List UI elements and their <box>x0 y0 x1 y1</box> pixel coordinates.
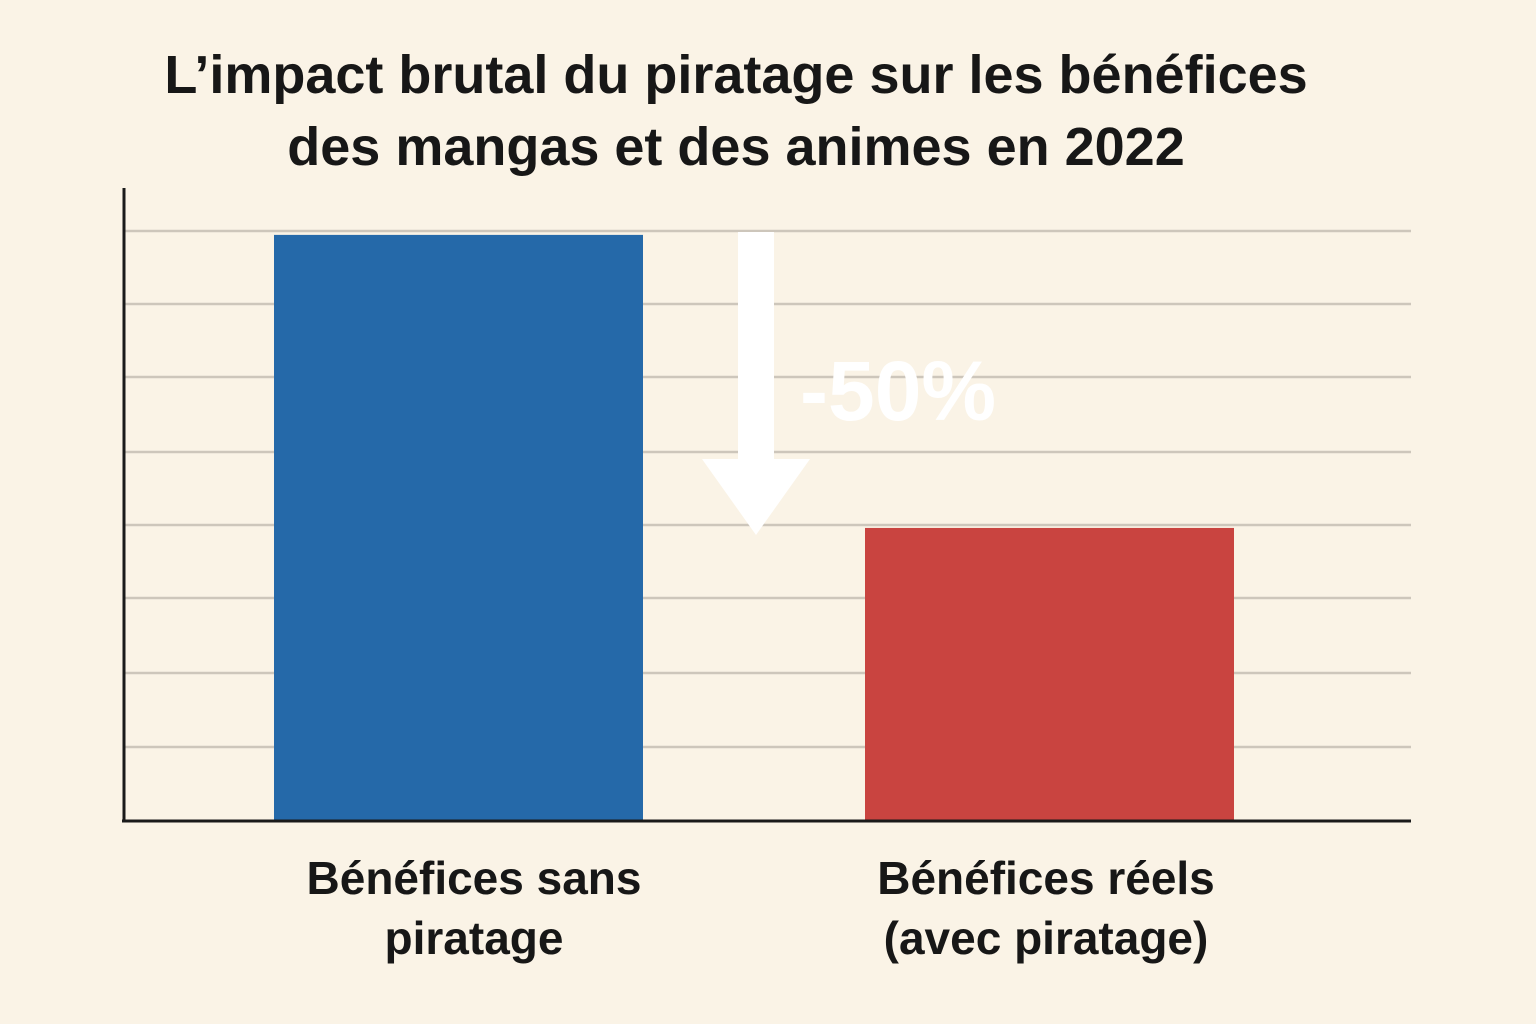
category-label-0-line-1: Bénéfices sans <box>306 852 642 904</box>
chart-title-line-2: des mangas et des animes en 2022 <box>287 117 1185 177</box>
category-label-1-line-1: Bénéfices réels <box>877 852 1215 904</box>
annotation: -50% <box>702 232 996 535</box>
category-label-0: Bénéfices sans piratage <box>214 848 734 968</box>
bar-1 <box>865 527 1234 821</box>
category-label-1-line-2: (avec piratage) <box>883 912 1209 964</box>
bars <box>274 234 1234 821</box>
category-label-0-line-2: piratage <box>384 912 564 964</box>
axes <box>122 188 1411 823</box>
chart-title-line-1: L’impact brutal du piratage sur les béné… <box>164 45 1308 105</box>
down-arrow-icon <box>702 232 810 535</box>
category-label-1: Bénéfices réels (avec piratage) <box>786 848 1306 968</box>
percent-change-label: -50% <box>800 344 996 438</box>
bar-0 <box>274 234 643 821</box>
